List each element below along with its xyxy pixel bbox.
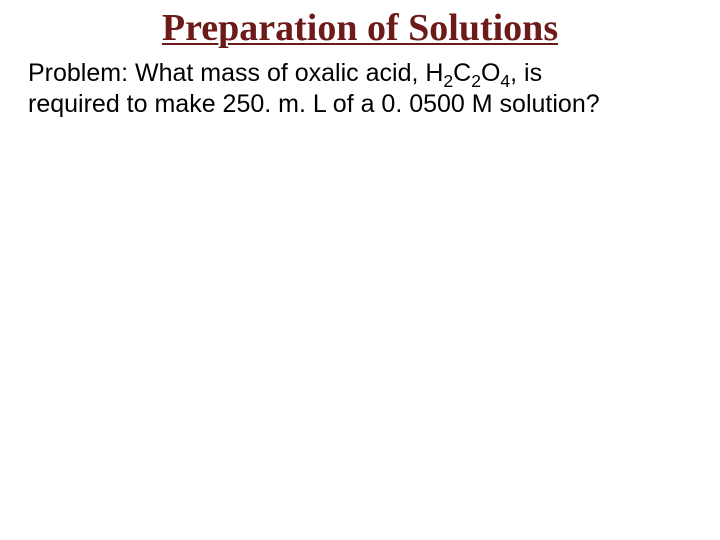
problem-text: Problem: What mass of oxalic acid, H2C2O… <box>0 58 720 121</box>
problem-line2: required to make 250. m. L of a 0. 0500 … <box>28 90 600 118</box>
problem-after-formula: , is <box>510 59 542 87</box>
formula-mid-2: O <box>481 59 500 87</box>
formula-mid-1: C <box>453 59 471 87</box>
formula-sub-2: 2 <box>471 71 481 91</box>
problem-line1-prefix: Problem: What mass of oxalic acid, H <box>28 59 443 87</box>
formula-sub-3: 4 <box>500 71 510 91</box>
slide-container: Preparation of Solutions Problem: What m… <box>0 6 720 540</box>
slide-title: Preparation of Solutions <box>0 6 720 50</box>
formula-sub-1: 2 <box>443 71 453 91</box>
